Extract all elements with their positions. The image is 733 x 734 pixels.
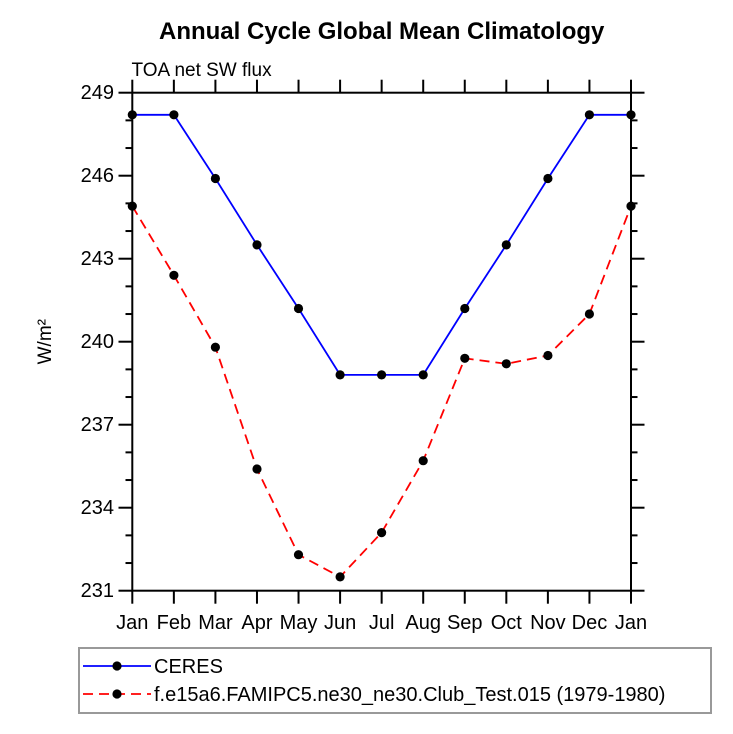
data-point-marker (335, 370, 345, 380)
x-tick-label: Aug (405, 612, 441, 634)
x-tick-label: Jan (615, 612, 647, 634)
x-tick-label: Jul (369, 612, 395, 634)
x-tick-label: Mar (198, 612, 233, 634)
y-tick-label: 231 (81, 580, 114, 602)
data-point-marker (293, 303, 304, 314)
x-tick-label: May (280, 612, 318, 634)
data-point-marker (377, 370, 387, 380)
y-tick-label: 249 (81, 82, 114, 104)
series-line-1 (131, 205, 632, 579)
y-tick-label: 246 (81, 165, 114, 187)
data-point-marker (584, 110, 595, 120)
legend-marker-1 (112, 689, 122, 699)
data-point-marker (460, 353, 470, 363)
legend-label-0: CERES (154, 656, 223, 678)
x-tick-label: Apr (241, 612, 272, 634)
data-point-marker (626, 201, 636, 211)
x-tick-label: Oct (491, 612, 523, 634)
y-tick-label: 237 (81, 414, 114, 436)
y-axis-label: W/m² (35, 319, 56, 364)
data-point-marker (626, 110, 636, 120)
data-point-marker (210, 173, 220, 184)
x-tick-label: Dec (572, 612, 608, 634)
x-tick-label: Sep (447, 612, 483, 634)
data-point-marker (210, 342, 220, 352)
data-point-marker (169, 270, 179, 280)
data-point-marker (460, 303, 470, 314)
data-point-marker (127, 201, 137, 211)
data-point-marker (293, 550, 304, 560)
x-tick-label: Nov (530, 612, 566, 634)
series-line-0 (132, 113, 631, 376)
data-point-marker (377, 528, 387, 538)
data-point-marker (584, 309, 595, 319)
x-tick-label: Feb (157, 612, 191, 634)
legend-marker-0 (112, 661, 122, 671)
chart-subtitle: TOA net SW flux (132, 60, 273, 81)
plot-box (131, 91, 633, 592)
legend-label-1: f.e15a6.FAMIPC5.ne30_ne30.Club_Test.015 … (154, 684, 665, 706)
data-point-marker (418, 370, 428, 380)
data-point-marker (335, 572, 345, 582)
legend: CERES f.e15a6.FAMIPC5.ne30_ne30.Club_Test… (78, 647, 712, 714)
data-point-marker (252, 240, 262, 250)
y-tick-label: 240 (81, 331, 114, 353)
data-point-marker (543, 173, 553, 184)
plot-area: 231 234 237 240 243 246 249 Jan Feb Mar Apr May Jun J… (81, 79, 647, 634)
data-point-marker (127, 110, 137, 120)
x-tick-label: Jan (116, 612, 148, 634)
data-point-marker (252, 464, 262, 474)
data-point-marker (169, 110, 179, 120)
chart-title: Annual Cycle Global Mean Climatology (159, 18, 605, 45)
data-point-marker (543, 350, 553, 361)
x-tick-label: Jun (324, 612, 356, 634)
data-point-marker (418, 456, 428, 466)
legend-box (78, 647, 712, 714)
data-point-marker (501, 240, 511, 250)
y-tick-label: 234 (81, 497, 114, 519)
data-point-marker (501, 359, 511, 369)
y-tick-label: 243 (81, 248, 114, 270)
